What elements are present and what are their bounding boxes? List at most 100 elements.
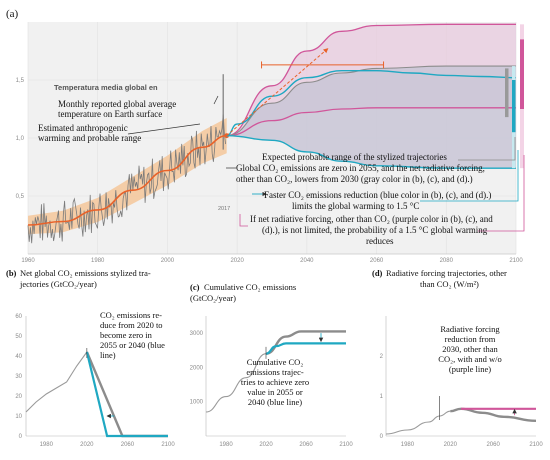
panel-a-x-tick-label: 2040 (300, 258, 314, 264)
panel-d-historical-line (385, 410, 451, 435)
panel-b-x-tick-label: 2100 (161, 442, 175, 448)
panel-c-label: (c) (190, 282, 200, 292)
panel-a-x-tick-label: 2060 (370, 258, 384, 264)
range-annotation-line3: other than CO₂, lowers from 2030 (gray c… (236, 174, 473, 184)
future-inner-range-band (226, 66, 516, 169)
panel-d-y-tick-label: 2 (380, 354, 384, 360)
panel-d-axes (385, 316, 536, 437)
purple-range-bar-core (520, 39, 524, 109)
panel-c-note-line5: 2040 (blue line) (248, 397, 302, 407)
purple-upper-bound-line (226, 23, 516, 137)
warming-annotation-line2: warming and probable range (38, 133, 141, 143)
purple-annotation-leader (239, 214, 248, 227)
panel-c-note-line2: emissions trajec- (246, 367, 304, 377)
gray-annotation-bracket (458, 137, 516, 161)
panel-b-note-line3: become zero in (100, 330, 153, 340)
panel-c-title-line2: (GtCO₂/year) (190, 293, 236, 303)
monthly-annotation-line2: temperature on Earth surface (58, 109, 162, 119)
panel-a-inner-caption: Temperatura media global en (54, 83, 158, 92)
panel-d-y-ticks: 0 1 2 (380, 354, 384, 440)
notlimit-annotation-line3: reduces (366, 236, 394, 246)
panel-b-y-ticks: 0 10 20 30 40 50 60 (15, 314, 22, 440)
monthly-annotation-line1: Monthly reported global average (58, 99, 176, 109)
blue-lower-bound-line (226, 135, 516, 169)
panel-b-y-tick-label: 10 (15, 414, 22, 420)
panel-c-x-tick-label: 2060 (299, 442, 313, 448)
panel-b-gray-trajectory (85, 351, 168, 438)
panel-a-x-tick-label: 2080 (440, 258, 454, 264)
panel-b-title-line2: jectories (GtCO₂/year) (19, 279, 97, 289)
panel-d-label: (d) (372, 268, 383, 278)
panel-b-y-tick-label: 60 (15, 314, 22, 320)
notlimit-annotation-line1: If net radiative forcing, other than CO₂… (250, 214, 493, 224)
panel-d-note-line3: 2030, other than (442, 344, 498, 354)
panel-b-note-line4: 2055 or 2040 (blue (100, 340, 165, 350)
warming-annotation-leader (127, 123, 201, 135)
panel-a-x-ticks: 1960 1980 2000 2020 2040 2060 2080 2100 (21, 258, 523, 264)
blue-annotation-bracket (420, 150, 519, 202)
anthropogenic-warming-line (27, 134, 227, 226)
panel-c: 1980 2020 2060 2100 1000 2000 3000 (c) Cumula… (190, 282, 354, 448)
panel-b-note-line2: duce from 2020 to (100, 320, 163, 330)
fast-annotation-line1: Faster CO₂ emissions reduction (blue col… (264, 190, 491, 200)
range-annotation-line2: Global CO₂ emissions are zero in 2055, a… (236, 163, 485, 173)
panel-d-x-tick-label: 2060 (486, 442, 500, 448)
panel-a-y-ticks: 0,5 1,0 1,5 (16, 78, 25, 200)
purple-annotation-bracket (478, 155, 525, 232)
panel-c-y-tick-label: 3000 (190, 331, 204, 337)
panel-b-x-tick-label: 1980 (40, 442, 54, 448)
gray-range-bar (505, 68, 509, 118)
panel-c-x-tick-label: 1980 (219, 442, 233, 448)
projection-dashed-arrow (226, 48, 329, 137)
panel-d-x-tick-label: 2100 (529, 442, 543, 448)
panel-c-historical-line (205, 353, 267, 413)
panel-c-axes (205, 316, 346, 437)
monthly-annotation-leader (213, 95, 219, 105)
observed-monthly-temperature-line (27, 114, 226, 244)
panel-d-x-tick-label: 2020 (444, 442, 458, 448)
panel-c-blue-trajectory (265, 342, 346, 355)
panel-a-label: (a) (6, 8, 19, 20)
panel-b-y-tick-label: 20 (15, 394, 22, 400)
panel-a-x-tick-label: 2000 (161, 258, 175, 264)
panel-b-x-ticks: 1980 2020 2060 2100 (40, 442, 176, 448)
panel-c-x-tick-label: 2020 (259, 442, 273, 448)
panel-c-y-tick-label: 1000 (190, 400, 204, 406)
panel-b-y-tick-label: 50 (15, 334, 22, 340)
panel-d-title-line1: Radiative forcing trajectories, other (386, 268, 507, 278)
panel-d-note-line2: reduction from (445, 334, 496, 344)
panel-d-note-line1: Radiative forcing (440, 324, 500, 334)
panel-b-title-line1: Net global CO₂ emissions stylized tra- (20, 268, 151, 278)
panel-d-x-ticks: 1980 2020 2060 2100 (401, 442, 544, 448)
panel-d-note-line5: (purple line) (449, 364, 491, 374)
panel-d-x-tick-label: 1980 (401, 442, 415, 448)
panel-d-y-tick-label: 0 (380, 434, 384, 440)
panel-b-y-tick-label: 30 (15, 374, 22, 380)
blue-range-bar-core (512, 80, 516, 133)
panel-c-marks (205, 330, 346, 413)
panel-a-marks (27, 23, 525, 244)
warming-annotation-line1: Estimated anthropogenic (38, 123, 128, 133)
panel-c-x-tick-label: 2100 (339, 442, 353, 448)
panel-d-title-line2: than CO₂ (W/m²) (420, 279, 479, 289)
panel-b-x-tick-label: 2060 (121, 442, 135, 448)
blue-central-line (226, 69, 517, 137)
fast-annotation-line2: limits the global warming to 1.5 °C (292, 201, 419, 211)
panel-c-title-line1: Cumulative CO₂ emissions (204, 282, 296, 292)
panel-c-note-line4: value in 2055 or (247, 387, 303, 397)
panel-c-y-ticks: 1000 2000 3000 (190, 331, 204, 406)
panel-b-marks (25, 348, 168, 438)
gray-upper-bound-line (226, 65, 516, 137)
notlimit-annotation-line2: (d).), is not limited, the probability o… (262, 225, 488, 235)
purple-lower-bound-line (226, 107, 516, 137)
panel-d-gray-trajectory (450, 407, 537, 422)
panel-a-x-tick-label: 2100 (509, 258, 523, 264)
panel-b: 1980 2020 2060 2100 0 10 20 30 40 50 60 (b) Net g… (6, 268, 175, 448)
panel-a-y-tick-label: 1,0 (16, 136, 25, 142)
panel-b-note-line5: line) (100, 350, 116, 360)
panel-b-x-tick-label: 2020 (80, 442, 94, 448)
panel-b-note-line1: CO₂ emissions re- (100, 310, 162, 320)
panel-b-label: (b) (6, 268, 17, 278)
panel-a-x-tick-label: 1960 (21, 258, 35, 264)
